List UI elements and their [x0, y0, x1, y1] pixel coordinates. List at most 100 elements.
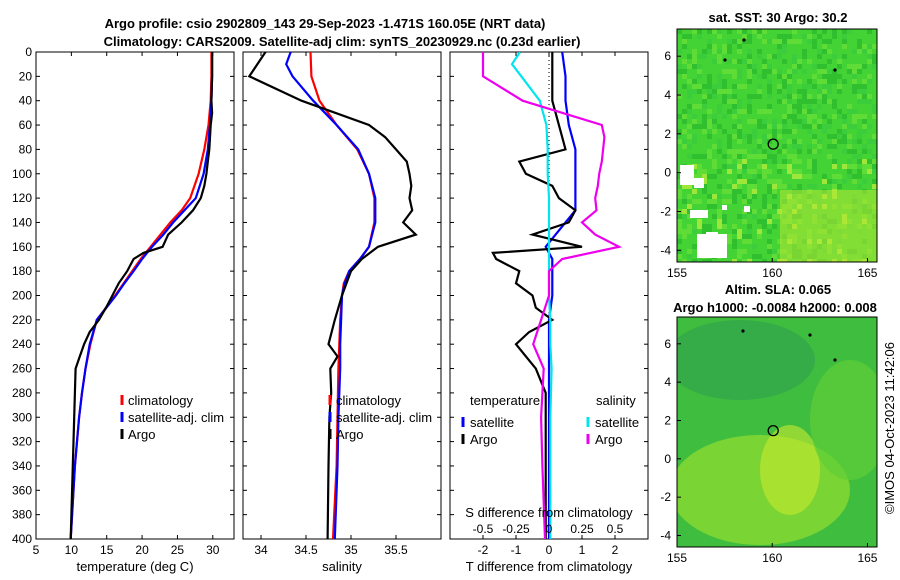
sst-cell: [752, 169, 757, 174]
sst-cell: [777, 69, 782, 74]
sst-cell: [737, 99, 742, 104]
argo-position-marker: [767, 425, 779, 437]
sst-cell: [702, 84, 707, 89]
secondary-x-axis-label: S difference from climatology: [465, 505, 633, 520]
sst-cell: [852, 154, 857, 159]
sst-cell: [777, 134, 782, 139]
y-tick-label: 120: [12, 191, 32, 205]
sst-cell: [782, 84, 787, 89]
temperature-satellite-line: [544, 52, 577, 539]
sst-cell: [792, 154, 797, 159]
sst-cell: [827, 84, 832, 89]
sst-cell: [837, 64, 842, 69]
sst-cell: [692, 164, 697, 169]
sst-cell: [817, 69, 822, 74]
sst-cell: [797, 169, 802, 174]
sst-cell: [782, 114, 787, 119]
sst-cell: [757, 109, 762, 114]
sst-cell: [692, 64, 697, 69]
sst-cell: [687, 104, 692, 109]
sst-cell: [872, 164, 877, 169]
sst-cell: [712, 159, 717, 164]
sst-cell: [727, 199, 732, 204]
y-tick-label: -2: [660, 205, 671, 219]
sst-cell: [867, 59, 872, 64]
sst-cell: [747, 139, 752, 144]
sst-cell: [817, 89, 822, 94]
sst-cell: [687, 134, 692, 139]
y-tick-label: 220: [12, 313, 32, 327]
y-tick-label: 40: [19, 94, 33, 108]
sst-cell: [752, 254, 757, 259]
argo-line: [69, 52, 214, 539]
sst-cell: [727, 239, 732, 244]
sst-cell: [762, 159, 767, 164]
sst-cell: [697, 259, 702, 262]
x-tick-label: 34: [254, 543, 268, 557]
sst-cell: [682, 214, 687, 219]
sst-cell: [732, 104, 737, 109]
sst-cell: [687, 79, 692, 84]
sst-cell: [677, 224, 682, 229]
sst-cell: [772, 214, 777, 219]
sst-cell: [732, 259, 737, 262]
sst-cell: [802, 99, 807, 104]
legend-label: satellite-adj. clim: [128, 410, 224, 425]
sst-cell: [837, 174, 842, 179]
sst-cell: [707, 224, 712, 229]
sst-cell: [867, 99, 872, 104]
sst-cell: [807, 94, 812, 99]
sst-cell: [737, 154, 742, 159]
sst-cell: [732, 154, 737, 159]
sst-cell: [797, 89, 802, 94]
sst-cell: [682, 59, 687, 64]
sst-cell: [722, 89, 727, 94]
sst-cell: [832, 34, 837, 39]
sst-cell: [697, 34, 702, 39]
sst-cell: [862, 129, 867, 134]
sst-cell: [692, 104, 697, 109]
sst-cell: [767, 109, 772, 114]
sst-cell: [707, 124, 712, 129]
sst-cell: [792, 104, 797, 109]
y-tick-label: 20: [19, 69, 33, 83]
sst-cell: [872, 139, 877, 144]
sst-cell: [797, 109, 802, 114]
sst-cell: [792, 94, 797, 99]
sst-cell: [782, 74, 787, 79]
sst-cell: [692, 229, 697, 234]
sst-cell: [872, 59, 877, 64]
sst-cell: [792, 114, 797, 119]
sst-cell: [802, 109, 807, 114]
sst-cell: [737, 229, 742, 234]
sst-cell: [787, 184, 792, 189]
sst-cell: [772, 184, 777, 189]
sst-cell: [687, 124, 692, 129]
sst-cell: [682, 139, 687, 144]
sst-cell: [842, 134, 847, 139]
sst-cell: [762, 199, 767, 204]
sst-cell: [777, 209, 782, 214]
legend-title: salinity: [596, 393, 636, 408]
sst-cell: [692, 189, 697, 194]
sst-cell: [762, 169, 767, 174]
sst-cell: [732, 199, 737, 204]
sst-cell: [777, 124, 782, 129]
sst-cell: [822, 114, 827, 119]
sst-cell: [747, 94, 752, 99]
legend-label: satellite: [595, 415, 639, 430]
sst-cell: [822, 89, 827, 94]
sst-cell: [737, 174, 742, 179]
sst-cell: [777, 249, 782, 254]
sst-cell: [712, 29, 717, 34]
sst-cell: [742, 169, 747, 174]
sst-cell: [697, 74, 702, 79]
sst-cell: [802, 49, 807, 54]
sst-cell: [867, 54, 872, 59]
sst-cell: [772, 134, 777, 139]
sst-cell: [827, 179, 832, 184]
y-tick-label: 100: [12, 167, 32, 181]
sst-cell: [742, 59, 747, 64]
sst-cell: [722, 199, 727, 204]
sst-cell: [867, 94, 872, 99]
